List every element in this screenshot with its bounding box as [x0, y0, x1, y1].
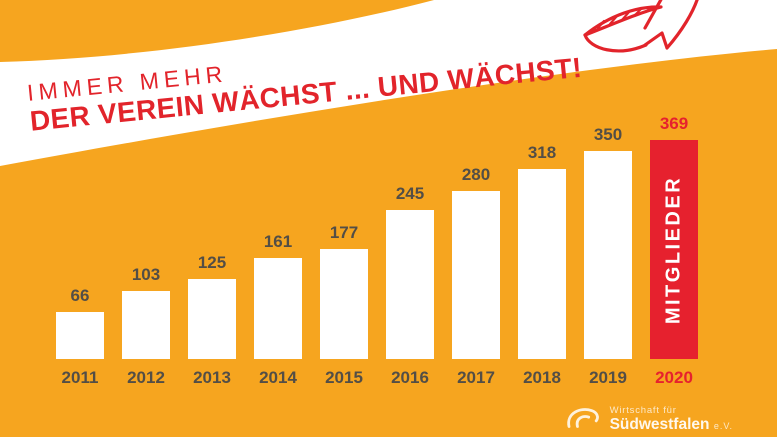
bar-column-2013: 125 2013	[188, 254, 236, 387]
bar-value-label: 177	[329, 223, 359, 242]
bar	[56, 312, 104, 359]
logo-line2: Südwestfalen e.V.	[610, 417, 733, 433]
logo-suffix: e.V.	[713, 421, 733, 431]
highlight-bar: MITGLIEDER	[650, 140, 698, 359]
bar-value-label: 245	[395, 184, 425, 203]
bar-value-label: 161	[263, 232, 293, 251]
bar	[254, 258, 302, 359]
year-label: 2014	[259, 368, 297, 387]
year-label: 2020	[655, 368, 693, 387]
year-label: 2018	[523, 368, 561, 387]
bar-column-2018: 318 2018	[518, 144, 566, 387]
bar-chart: 66 2011 103 2012 125 2013 161 2014 177 2015 245 201…	[56, 115, 698, 387]
logo-text: Wirtschaft für Südwestfalen e.V.	[609, 404, 733, 433]
year-label: 2016	[391, 368, 429, 387]
year-label: 2013	[193, 368, 231, 387]
year-label: 2017	[457, 368, 495, 387]
swoosh-icon	[566, 408, 599, 428]
bar-column-2012: 103 2012	[122, 266, 170, 387]
bar-value-label: 350	[593, 125, 623, 144]
bar-value-label: 103	[131, 265, 161, 284]
bar-column-2019: 350 2019	[584, 126, 632, 387]
bar-value-label: 66	[70, 286, 90, 305]
year-label: 2019	[589, 368, 627, 387]
bar	[122, 291, 170, 359]
bar	[452, 191, 500, 359]
bar-value-label: 280	[461, 165, 491, 184]
bar	[386, 210, 434, 359]
logo-name: Südwestfalen	[609, 416, 710, 433]
bar-column-2017: 280 2017	[452, 166, 500, 387]
year-label: 2011	[61, 368, 99, 387]
bar-value-label: 125	[197, 253, 227, 272]
growth-arrow-icon	[583, 0, 699, 53]
bar	[584, 151, 632, 359]
bar	[188, 279, 236, 359]
bar-value-label: 318	[527, 143, 557, 162]
bar-column-2011: 66 2011	[56, 287, 104, 387]
bar-value-label: 369	[659, 114, 689, 133]
bar-column-2016: 245 2016	[386, 185, 434, 387]
logo: Wirtschaft für Südwestfalen e.V.	[565, 404, 733, 434]
logo-line1: Wirtschaft für	[609, 404, 677, 416]
bar	[518, 169, 566, 359]
bar-column-2014: 161 2014	[254, 233, 302, 387]
bar-column-2020: 369 MITGLIEDER 2020	[650, 115, 698, 387]
highlight-bar-label: MITGLIEDER	[662, 175, 685, 324]
year-label: 2012	[127, 368, 165, 387]
bar	[320, 249, 368, 359]
year-label: 2015	[325, 368, 363, 387]
bar-column-2015: 177 2015	[320, 224, 368, 387]
